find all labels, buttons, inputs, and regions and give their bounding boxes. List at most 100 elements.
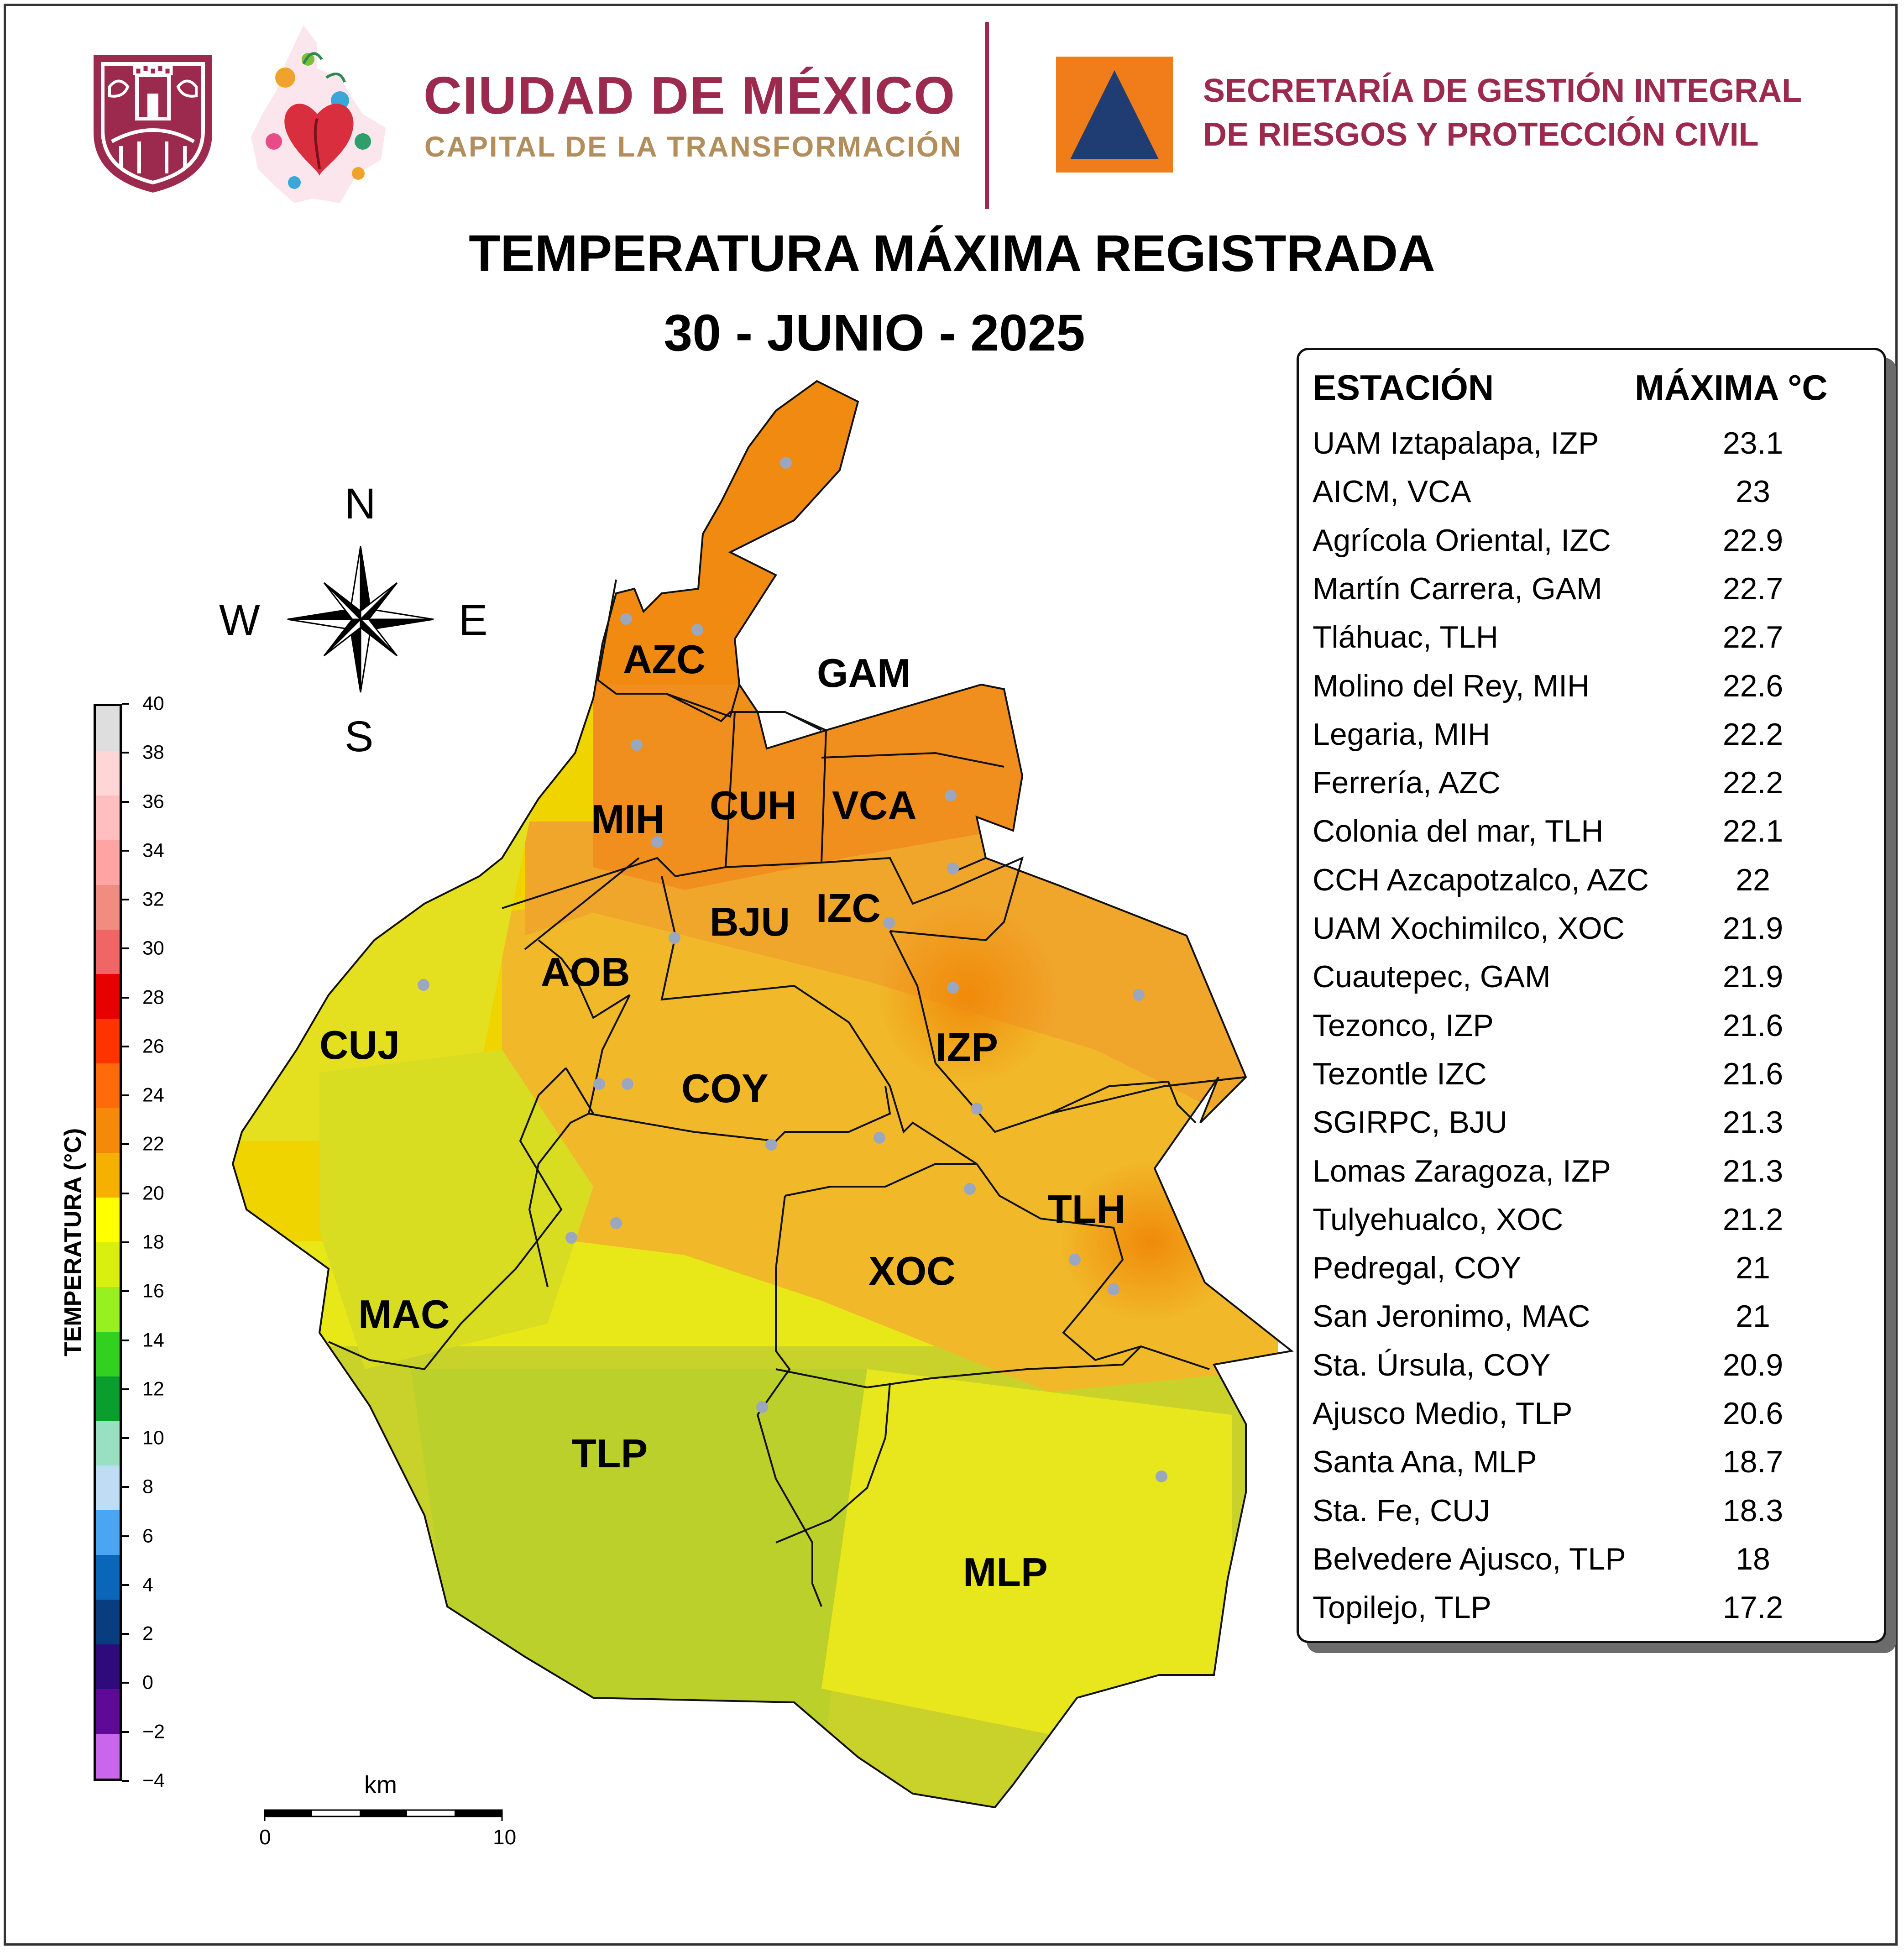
colorbar-tick-mark xyxy=(122,801,129,803)
colorbar-segment xyxy=(96,1019,120,1064)
station-dot xyxy=(691,624,703,636)
colorbar-tick-mark xyxy=(122,1731,129,1733)
table-row: Sta. Úrsula, COY 20.9 xyxy=(1299,1347,1884,1396)
table-row: Tezontle IZC 21.6 xyxy=(1299,1056,1884,1104)
colorbar-tick-label: 10 xyxy=(142,1427,164,1449)
colorbar-segment xyxy=(96,1108,120,1153)
colorbar-tick-mark xyxy=(122,1633,129,1635)
header-secretaria-line2: DE RIESGOS Y PROTECCIÓN CIVIL xyxy=(1203,116,1759,153)
colorbar-tick-label: 24 xyxy=(142,1084,164,1106)
colorbar-tick-mark xyxy=(122,1192,129,1194)
station-name: UAM Iztapalapa, IZP xyxy=(1313,426,1599,461)
colorbar-tick-mark xyxy=(122,1045,129,1047)
colorbar-tick-label: 6 xyxy=(142,1525,153,1547)
station-max-temp: 21.9 xyxy=(1722,911,1784,946)
scale-end: 10 xyxy=(493,1825,517,1849)
colorbar-tick-label: 26 xyxy=(142,1035,164,1057)
station-max-temp: 21.9 xyxy=(1722,959,1784,994)
station-max-temp: 22.7 xyxy=(1722,620,1784,655)
colorbar-tick-mark xyxy=(122,1535,129,1537)
station-name: Santa Ana, MLP xyxy=(1313,1444,1537,1480)
header-secretaria-line1: SECRETARÍA DE GESTIÓN INTEGRAL xyxy=(1203,73,1802,109)
table-header-max: MÁXIMA °C xyxy=(1635,367,1828,408)
colorbar-segment xyxy=(96,1197,120,1242)
colorbar-tick-label: 28 xyxy=(142,986,164,1009)
station-dot xyxy=(971,1103,983,1115)
compass-rose-icon xyxy=(287,546,434,693)
table-row: Belvedere Ajusco, TLP 18 xyxy=(1299,1541,1884,1590)
scale-start: 0 xyxy=(259,1825,271,1849)
station-max-temp: 21 xyxy=(1736,1251,1770,1286)
colorbar-tick-label: 14 xyxy=(142,1329,164,1351)
colorbar-tick-label: 30 xyxy=(142,937,164,959)
station-dot xyxy=(947,982,959,994)
station-max-temp: 23.1 xyxy=(1722,426,1784,461)
station-dot xyxy=(610,1217,622,1229)
muni-label: MIH xyxy=(591,796,664,842)
colorbar-segment xyxy=(96,706,120,751)
scale-bar xyxy=(264,1809,503,1821)
station-name: Colonia del mar, TLH xyxy=(1313,814,1604,849)
station-max-temp: 23 xyxy=(1736,474,1770,509)
muni-label: AZC xyxy=(623,637,706,682)
table-row: Tláhuac, TLH 22.7 xyxy=(1299,619,1884,668)
station-dot xyxy=(765,1139,777,1151)
station-max-temp: 20.9 xyxy=(1722,1347,1784,1382)
station-name: Topilejo, TLP xyxy=(1313,1590,1491,1625)
muni-label: AOB xyxy=(541,949,630,994)
station-max-temp: 22.9 xyxy=(1722,523,1784,558)
muni-label: MLP xyxy=(963,1549,1048,1595)
station-name: Sta. Fe, CUJ xyxy=(1313,1493,1491,1528)
colorbar-segment xyxy=(96,1555,120,1600)
colorbar-segment xyxy=(96,1331,120,1376)
table-row: Lomas Zaragoza, IZP 21.3 xyxy=(1299,1153,1884,1202)
station-dot xyxy=(1108,1283,1119,1295)
table-row: Agrícola Oriental, IZC 22.9 xyxy=(1299,523,1884,571)
station-dot xyxy=(651,836,663,848)
station-name: Ferrería, AZC xyxy=(1313,765,1501,801)
colorbar-tick-label: −2 xyxy=(142,1721,165,1743)
station-dot xyxy=(780,457,792,469)
station-name: CCH Azcapotzalco, AZC xyxy=(1313,862,1649,897)
table-row: Topilejo, TLP 17.2 xyxy=(1299,1590,1884,1638)
station-name: Belvedere Ajusco, TLP xyxy=(1313,1541,1626,1576)
table-row: Tezonco, IZP 21.6 xyxy=(1299,1008,1884,1056)
station-max-temp: 21.6 xyxy=(1722,1008,1784,1043)
station-dot xyxy=(669,932,680,944)
scale-unit: km xyxy=(364,1771,397,1799)
station-max-temp: 21.3 xyxy=(1722,1153,1784,1188)
colorbar-segment xyxy=(96,1421,120,1466)
station-name: San Jeronimo, MAC xyxy=(1313,1299,1590,1334)
colorbar-tick-mark xyxy=(122,1094,129,1097)
muni-label: CUJ xyxy=(319,1022,400,1068)
station-dot xyxy=(1156,1471,1167,1482)
muni-label: VCA xyxy=(832,783,917,828)
station-markers xyxy=(418,457,1167,1482)
station-dot xyxy=(1069,1254,1081,1266)
table-row: Colonia del mar, TLH 22.1 xyxy=(1299,813,1884,862)
header-divider xyxy=(985,22,989,209)
table-row: Ajusco Medio, TLP 20.6 xyxy=(1299,1396,1884,1444)
station-max-temp: 18 xyxy=(1736,1541,1770,1576)
table-row: Tulyehualco, XOC 21.2 xyxy=(1299,1202,1884,1250)
colorbar-label: TEMPERATURA (°C) xyxy=(60,1128,86,1357)
station-name: Cuautepec, GAM xyxy=(1313,959,1551,994)
colorbar-tick-label: 2 xyxy=(142,1622,153,1645)
station-name: SGIRPC, BJU xyxy=(1313,1105,1507,1140)
station-dot xyxy=(622,1078,633,1090)
muni-label: MAC xyxy=(358,1292,450,1337)
station-name: Tulyehualco, XOC xyxy=(1313,1202,1564,1237)
colorbar-tick-mark xyxy=(122,1339,129,1341)
station-max-temp: 21.3 xyxy=(1722,1105,1784,1140)
stations-table: ESTACIÓN MÁXIMA °C UAM Iztapalapa, IZP 23… xyxy=(1297,348,1886,1643)
station-dot xyxy=(620,613,632,625)
station-dot xyxy=(565,1232,577,1244)
station-dot xyxy=(945,790,957,801)
colorbar-segment xyxy=(96,1063,120,1109)
colorbar-segment xyxy=(96,1465,120,1511)
table-row: UAM Iztapalapa, IZP 23.1 xyxy=(1299,425,1884,474)
colorbar-tick-label: 12 xyxy=(142,1378,164,1400)
table-row: San Jeronimo, MAC 21 xyxy=(1299,1298,1884,1347)
colorbar-tick-mark xyxy=(122,703,129,705)
table-row: Ferrería, AZC 22.2 xyxy=(1299,765,1884,813)
